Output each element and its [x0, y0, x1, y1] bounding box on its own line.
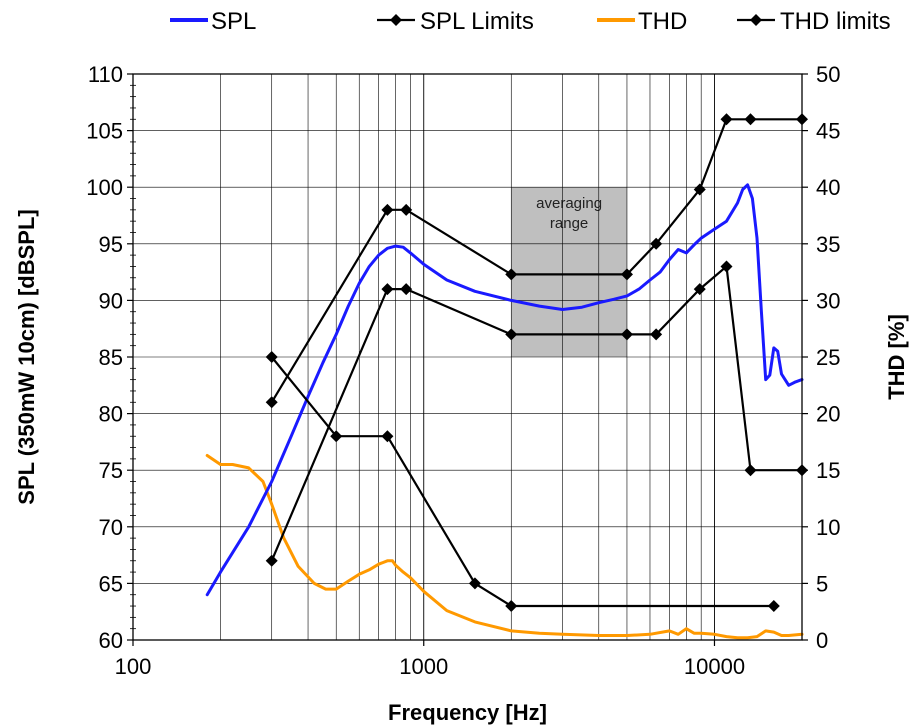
- y2-tick-label: 45: [816, 119, 840, 144]
- legend-item-spl: SPL: [170, 8, 256, 35]
- thd-limits-marker: [505, 600, 518, 613]
- spl-limits-marker: [693, 283, 706, 296]
- y-tick-label: 110: [88, 62, 123, 87]
- y-tick-label: 75: [99, 458, 123, 483]
- spl-limits-marker: [400, 203, 413, 216]
- spl-limits-marker: [720, 260, 733, 273]
- spl-limits-marker: [505, 328, 518, 341]
- y2-tick-label: 5: [816, 571, 828, 596]
- y-tick-label: 90: [99, 288, 123, 313]
- y-tick-label: 60: [99, 628, 123, 653]
- series-thd: [205, 454, 804, 640]
- axes: 60 65 70 75 80 85 90 95 100 105 110 0 5 10 15 20 25 30 35 4…: [86, 62, 840, 679]
- spl-limits-marker: [381, 203, 394, 216]
- thd-limits-marker: [468, 577, 481, 590]
- y-tick-label: 70: [99, 515, 123, 540]
- legend-marker: [390, 14, 402, 26]
- x-tick-label: 10000: [684, 654, 745, 679]
- spl-limits-marker: [505, 268, 518, 281]
- spl-limits-marker: [744, 464, 757, 477]
- y2-tick-label: 50: [816, 62, 840, 87]
- y2-tick-label: 25: [816, 345, 840, 370]
- legend-item-spl-limits: SPL Limits: [377, 8, 534, 35]
- y-tick-label: 65: [99, 571, 123, 596]
- y2-tick-label: 0: [816, 628, 828, 653]
- plot-area: averaging range: [132, 73, 808, 641]
- thd-limits-marker: [330, 430, 343, 443]
- spl-limits-marker: [265, 396, 278, 409]
- y2-tick-label: 35: [816, 232, 840, 257]
- y-tick-label: 80: [99, 402, 123, 427]
- averaging-range-box: [511, 187, 627, 357]
- y2-tick-label: 20: [816, 402, 840, 427]
- series-line-thd-limits: [270, 355, 775, 608]
- legend-label: SPL Limits: [420, 8, 534, 35]
- legend: SPL SPL Limits THD THD limits: [170, 8, 891, 35]
- thd-limits-marker: [265, 351, 278, 363]
- spl-limits-marker: [693, 183, 706, 196]
- series-layer: [205, 113, 808, 640]
- series-line-thd: [205, 454, 804, 640]
- x-axis-title: Frequency [Hz]: [388, 700, 547, 725]
- y-tick-label: 85: [99, 345, 123, 370]
- averaging-range-layer: averaging range: [511, 187, 627, 357]
- y2-tick-label: 10: [816, 515, 840, 540]
- y-tick-label: 105: [86, 119, 123, 144]
- x-tick-label: 100: [115, 654, 152, 679]
- series-spl: [205, 183, 804, 597]
- y-axis-title: SPL (350mW 10cm) [dBSPL]: [14, 209, 39, 504]
- y2-axis-title: THD [%]: [884, 314, 909, 400]
- spl-limits-marker: [400, 283, 413, 296]
- legend-item-thd-limits: THD limits: [737, 8, 891, 35]
- y2-tick-label: 15: [816, 458, 840, 483]
- series-spl-limits: [265, 113, 808, 567]
- legend-marker: [750, 14, 762, 26]
- x-tick-label: 1000: [399, 654, 448, 679]
- legend-label: THD limits: [780, 8, 891, 35]
- spl-limits-marker: [265, 554, 278, 567]
- series-line-spl: [205, 183, 804, 597]
- grid: [133, 74, 802, 640]
- y-tick-label: 95: [99, 232, 123, 257]
- legend-item-thd: THD: [597, 8, 687, 35]
- averaging-range-label-line1: averaging: [536, 195, 602, 212]
- legend-label: THD: [638, 8, 687, 35]
- spl-limits-marker: [650, 328, 663, 341]
- spl-limits-marker: [381, 283, 394, 296]
- series-thd-limits: [265, 351, 780, 613]
- spl-limits-marker: [620, 328, 633, 341]
- averaging-range-label-line2: range: [550, 215, 588, 232]
- spl-limits-marker: [620, 268, 633, 281]
- thd-limits-marker: [381, 430, 394, 443]
- y2-tick-label: 40: [816, 175, 840, 200]
- legend-label: SPL: [211, 8, 256, 35]
- spl-limits-marker: [744, 113, 757, 126]
- thd-limits-marker: [767, 600, 780, 613]
- spl-limits-marker: [720, 113, 733, 126]
- spl-limits-line-upper: [270, 118, 802, 403]
- spl-limits-line-lower: [270, 264, 802, 562]
- y2-tick-label: 30: [816, 288, 840, 313]
- spl-limits-marker: [650, 237, 663, 250]
- y-tick-label: 100: [86, 175, 123, 200]
